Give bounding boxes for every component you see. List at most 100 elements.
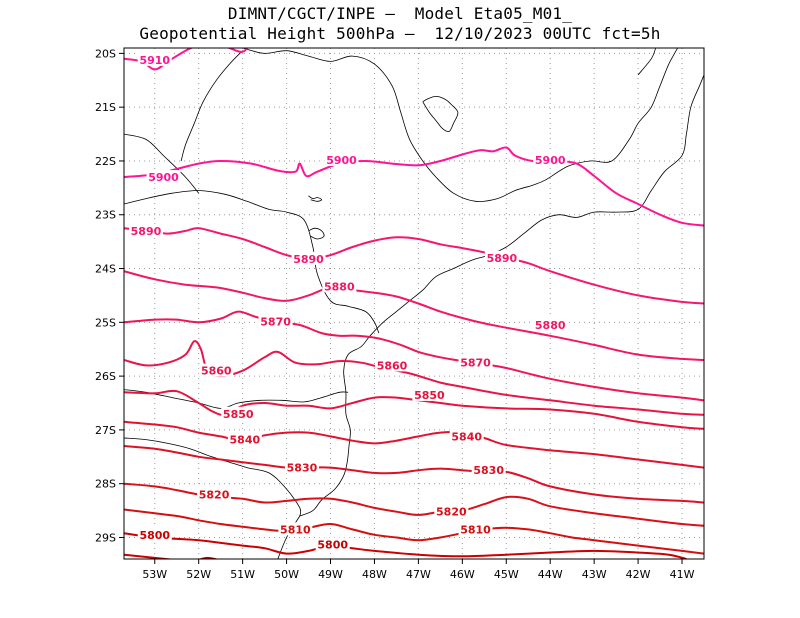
x-tick-label: 41W	[670, 568, 695, 581]
contour-label-bg	[146, 170, 181, 184]
y-tick-label: 25S	[95, 316, 116, 329]
y-tick-label: 22S	[95, 155, 116, 168]
map-line-south-coast-and-boundary	[124, 389, 349, 409]
contour-label-5860: 5860	[201, 365, 232, 378]
contour-5850	[124, 389, 704, 430]
contour-label-5810: 5810	[280, 523, 311, 536]
contour-label-bg	[324, 152, 359, 166]
x-tick-label: 43W	[582, 568, 607, 581]
map-line-coast-southeast	[299, 74, 704, 517]
contour-label-5870: 5870	[260, 315, 291, 328]
contour-labels: 5910 5900 5900 5900 5890 5890 5890 5880 5880 5870…	[128, 52, 568, 551]
contour-label-bg	[227, 432, 262, 446]
latitude-axis: 20S 21S 22S 23S 24S 25S 26S 27S 28S 29S	[95, 47, 124, 544]
contour-label-bg	[258, 314, 293, 328]
contour-label-bg	[197, 487, 232, 501]
contour-5790	[124, 553, 176, 559]
contour-label-bg	[291, 251, 326, 265]
x-tick-label: 45W	[494, 568, 519, 581]
contour-label-5830: 5830	[287, 462, 318, 475]
contour-label-bg	[412, 387, 447, 401]
x-tick-label: 42W	[626, 568, 651, 581]
y-tick-label: 27S	[95, 424, 116, 437]
contour-label-5850: 5850	[414, 389, 445, 402]
contour-5860	[124, 340, 704, 416]
contour-label-bg	[533, 318, 568, 332]
contour-label-bg	[458, 355, 493, 369]
plot-area	[124, 48, 704, 559]
x-tick-label: 50W	[274, 568, 299, 581]
x-tick-label: 51W	[230, 568, 255, 581]
contour-label-5890: 5890	[293, 253, 324, 266]
x-tick-label: 49W	[318, 568, 343, 581]
contour-label-5900: 5900	[535, 154, 566, 167]
contour-label-bg	[137, 527, 172, 541]
contour-label-5860: 5860	[377, 359, 408, 372]
contour-5880	[124, 270, 704, 361]
lat-lon-grid	[124, 48, 704, 559]
contour-label-5880: 5880	[535, 319, 566, 332]
x-tick-label: 46W	[450, 568, 475, 581]
contour-label-bg	[221, 406, 256, 420]
contour-5810	[124, 508, 704, 555]
geopotential-contours	[124, 48, 704, 559]
contour-label-5820: 5820	[436, 506, 467, 519]
contour-label-5820: 5820	[199, 488, 230, 501]
contour-label-bg	[375, 358, 410, 372]
map-line-state-boundary-ms-sp	[124, 133, 200, 194]
map-line-reservoir-pr	[308, 227, 325, 240]
contour-label-bg	[199, 363, 234, 377]
map-line-state-boundary-ms-pr	[180, 50, 243, 162]
x-tick-label: 53W	[142, 568, 167, 581]
y-tick-label: 21S	[95, 101, 116, 114]
contour-label-bg	[533, 152, 568, 166]
map-line-state-boundary-pr-sp	[124, 190, 380, 334]
contour-label-bg	[449, 429, 484, 443]
contour-label-bg	[484, 250, 519, 264]
map-line-river-parana-reservoir	[422, 95, 459, 133]
contour-5830	[124, 445, 704, 504]
contour-5840	[124, 420, 704, 469]
map-line-reservoir-sp	[308, 195, 323, 202]
contour-label-5890: 5890	[131, 225, 162, 238]
contour-label-5810: 5810	[460, 523, 491, 536]
y-tick-label: 23S	[95, 209, 116, 222]
x-tick-label: 52W	[186, 568, 211, 581]
map-line-state-boundary-sp-mg	[242, 48, 678, 202]
contour-label-bg	[315, 537, 350, 551]
contour-label-bg	[471, 463, 506, 477]
coastline-and-boundaries	[124, 48, 704, 559]
y-tick-label: 24S	[95, 263, 116, 276]
contour-label-5900: 5900	[326, 154, 357, 167]
map-line-state-boundary-sc-rs	[124, 437, 302, 517]
x-tick-label: 44W	[538, 568, 563, 581]
contour-label-bg	[322, 279, 357, 293]
contour-label-5840: 5840	[451, 430, 482, 443]
contour-label-5840: 5840	[230, 434, 261, 447]
contour-label-5850: 5850	[223, 408, 254, 421]
y-tick-label: 29S	[95, 531, 116, 544]
y-tick-label: 28S	[95, 478, 116, 491]
contour-label-bg	[137, 52, 172, 66]
contour-5900	[124, 146, 704, 227]
contour-label-bg	[458, 522, 493, 536]
contour-label-5800: 5800	[317, 538, 348, 551]
plot-frame	[123, 47, 705, 560]
contour-label-5910: 5910	[139, 54, 170, 67]
contour-label-5800: 5800	[139, 529, 170, 542]
longitude-axis: 53W 52W 51W 50W 49W 48W 47W 46W 45W 44W 43W 42W 41W	[142, 559, 695, 581]
contour-label-5870: 5870	[460, 357, 491, 370]
contour-label-5880: 5880	[324, 280, 355, 293]
map-title-line-2: Geopotential Height 500hPa – 12/10/2023 …	[139, 24, 661, 43]
contour-label-5830: 5830	[473, 464, 504, 477]
contour-label-bg	[128, 223, 163, 237]
contour-5800	[124, 532, 687, 559]
contour-label-5900: 5900	[148, 171, 179, 184]
contour-5870	[124, 310, 704, 402]
contour-5910	[124, 48, 249, 71]
contour-label-bg	[284, 460, 319, 474]
x-tick-label: 47W	[406, 568, 431, 581]
contour-label-5890: 5890	[487, 252, 518, 265]
contour-label-bg	[434, 504, 469, 518]
